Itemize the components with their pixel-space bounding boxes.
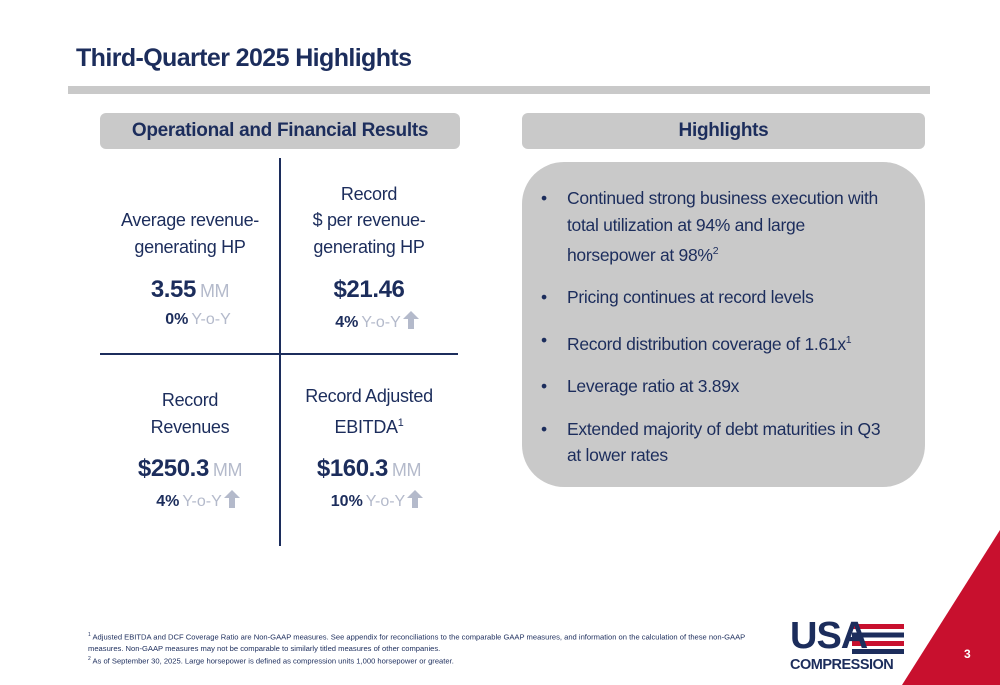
logo-text: COMPRESSION: [790, 657, 894, 673]
panel-header: Highlights: [522, 113, 925, 149]
metric-label: Record $ per revenue-generating HP: [280, 181, 458, 261]
value: $21.46: [333, 276, 405, 303]
label-line: Record: [340, 183, 398, 204]
change-label: Y-o-Y: [182, 493, 222, 510]
change-label: Y-o-Y: [361, 314, 401, 331]
label-line: Average revenue-: [121, 210, 259, 230]
highlights-list: Continued strong business execution with…: [540, 185, 890, 485]
bullet-text: Record distribution coverage of 1.61x: [567, 333, 846, 354]
change-label: Y-o-Y: [191, 311, 231, 328]
metric-value: 3.55 MM: [101, 276, 279, 304]
change: 10%: [330, 493, 363, 510]
footnote-marker: 1: [88, 632, 91, 638]
bullet-text: Extended majority of debt maturities in …: [567, 418, 881, 466]
up-arrow: [402, 311, 419, 329]
metric-value: $160.3 MM: [280, 455, 458, 483]
divider: [279, 158, 281, 546]
page-number: 3: [964, 647, 971, 661]
change-label: Y-o-Y: [365, 493, 406, 510]
label-line: Record Adjusted: [305, 386, 433, 406]
footnote-ref: 2: [712, 245, 719, 257]
change: 4%: [156, 493, 180, 510]
footnote-ref: 1: [845, 333, 852, 346]
bullet-text: Continued strong business execution with…: [567, 188, 878, 265]
footnote: 1 Adjusted EBITDA and DCF Coverage Ratio…: [88, 630, 753, 654]
label-line: EBITDA1: [334, 416, 404, 437]
bullet-text: Leverage ratio at 3.89x: [567, 376, 740, 397]
footnote-text: Adjusted EBITDA and DCF Coverage Ratio a…: [88, 632, 746, 653]
unit: MM: [212, 460, 243, 480]
metric-label: Average revenue-generating HP: [101, 207, 279, 260]
logo-stripes: [852, 624, 904, 654]
bullet: Continued strong business execution with…: [540, 185, 890, 268]
metric-value: $250.3 MM: [101, 455, 279, 483]
unit: MM: [391, 460, 422, 480]
metric-change: 0% Y-o-Y: [109, 311, 287, 329]
panel-header: Operational and Financial Results: [100, 113, 460, 149]
up-arrow: [223, 490, 240, 508]
footnote: 2 As of September 30, 2025. Large horsep…: [88, 654, 753, 667]
unit: MM: [199, 281, 230, 301]
logo-text: USA: [790, 615, 868, 657]
footnotes: 1 Adjusted EBITDA and DCF Coverage Ratio…: [88, 630, 753, 666]
footnote-text: As of September 30, 2025. Large horsepow…: [92, 656, 454, 666]
bullet-text: Pricing continues at record levels: [567, 287, 814, 308]
footnote-ref: 1: [397, 416, 404, 429]
metric-value: $21.46: [280, 276, 458, 304]
label-line: $ per revenue-: [312, 210, 426, 230]
bullet: Pricing continues at record levels: [540, 284, 890, 311]
metric-change: 4% Y-o-Y: [288, 311, 466, 332]
slide-title: Third-Quarter 2025 Highlights: [76, 44, 412, 72]
change: 0%: [165, 311, 189, 328]
up-arrow: [407, 490, 424, 508]
value: 3.55: [150, 276, 197, 303]
value: $160.3: [316, 455, 388, 482]
value: $250.3: [137, 455, 209, 482]
change: 4%: [335, 314, 359, 331]
metric-change: 4% Y-o-Y: [109, 490, 287, 511]
bullet: Extended majority of debt maturities in …: [540, 416, 890, 469]
metric-label: Record Revenues: [101, 387, 279, 440]
metric-label: Record Adjusted EBITDA1: [280, 383, 458, 440]
label-line: generating HP: [313, 236, 425, 257]
divider: [100, 353, 458, 355]
label-line: Record: [161, 390, 219, 410]
footnote-marker: 2: [88, 655, 91, 662]
title-rule: [68, 86, 930, 94]
label-line: generating HP: [134, 236, 246, 257]
bullet: Leverage ratio at 3.89x: [540, 373, 890, 400]
bullet: Record distribution coverage of 1.61x1: [540, 327, 890, 357]
metric-change: 10% Y-o-Y: [288, 490, 466, 511]
label-line: Revenues: [150, 416, 230, 437]
